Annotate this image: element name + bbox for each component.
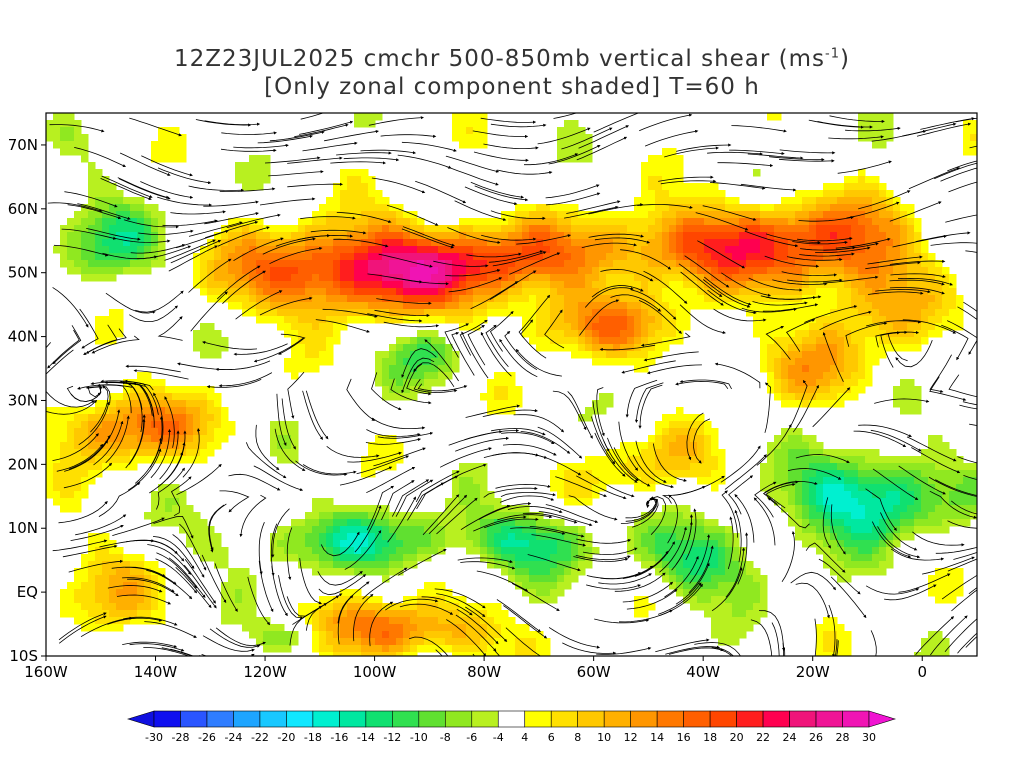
map-frame [45, 112, 978, 657]
colorbar: -30 -28 -26 -24 -22 -20 -18 -16 -14 -12 -10 -8 -6 -4 4… [126, 710, 897, 744]
latitude-axis: 70N 60N 50N 40N 30N 20N 10N EQ 10S [8, 136, 46, 665]
colorbar-swatch [789, 710, 817, 728]
lat-tick-label: 40N [8, 328, 38, 346]
colorbar-label: 14 [650, 731, 664, 744]
colorbar-label: -30 [145, 731, 163, 744]
colorbar-label: -18 [304, 731, 322, 744]
colorbar-swatch [471, 710, 499, 728]
lon-tick-label: 80W [467, 663, 501, 681]
colorbar-swatch [815, 710, 843, 728]
colorbar-label: -4 [493, 731, 504, 744]
streamlines [46, 113, 977, 656]
colorbar-swatch [418, 710, 446, 728]
chart-title: 12Z23JUL2025 cmchr 500-850mb vertical sh… [174, 46, 850, 72]
colorbar-label: -12 [383, 731, 401, 744]
colorbar-label: -22 [251, 731, 269, 744]
colorbar-swatch [180, 710, 208, 728]
lat-tick-label: EQ [17, 583, 38, 601]
lon-tick-label: 120W [243, 663, 287, 681]
colorbar-swatch [630, 710, 658, 728]
colorbar-swatch [259, 710, 287, 728]
colorbar-swatch [762, 710, 790, 728]
colorbar-label: -14 [357, 731, 375, 744]
colorbar-label: 12 [624, 731, 638, 744]
colorbar-label: 8 [574, 731, 581, 744]
colorbar-swatch [233, 710, 261, 728]
colorbar-label: -6 [466, 731, 477, 744]
colorbar-swatch [312, 710, 340, 728]
colorbar-label: 22 [756, 731, 770, 744]
colorbar-swatch [603, 710, 631, 728]
colorbar-label: 6 [548, 731, 555, 744]
longitude-axis: 160W 140W 120W 100W 80W 60W 40W 20W 0 [24, 656, 927, 681]
colorbar-swatch [365, 710, 393, 728]
lat-tick-label: 70N [8, 136, 38, 154]
colorbar-swatch [736, 710, 764, 728]
colorbar-label: 18 [703, 731, 717, 744]
colorbar-swatch [153, 710, 181, 728]
colorbar-label: 28 [836, 731, 850, 744]
colorbar-label: 10 [597, 731, 611, 744]
lon-tick-label: 0 [917, 663, 927, 681]
lat-tick-label: 50N [8, 264, 38, 282]
colorbar-label: -20 [277, 731, 295, 744]
colorbar-swatch [286, 710, 314, 728]
colorbar-label: -10 [410, 731, 428, 744]
lat-tick-label: 10S [9, 647, 38, 665]
colorbar-label: 16 [677, 731, 691, 744]
colorbar-high-arrow [868, 710, 897, 728]
colorbar-low-arrow [126, 710, 155, 728]
lon-tick-label: 20W [796, 663, 830, 681]
colorbar-swatch [656, 710, 684, 728]
colorbar-label: -26 [198, 731, 216, 744]
colorbar-swatch [577, 710, 605, 728]
colorbar-swatch [392, 710, 420, 728]
colorbar-label: -16 [330, 731, 348, 744]
colorbar-swatch [550, 710, 579, 728]
lat-tick-label: 20N [8, 455, 38, 473]
colorbar-label: 20 [730, 731, 744, 744]
lon-tick-label: 160W [24, 663, 68, 681]
lon-tick-label: 40W [686, 663, 720, 681]
colorbar-label: 30 [862, 731, 876, 744]
lon-tick-label: 140W [134, 663, 178, 681]
colorbar-swatch [339, 710, 367, 728]
colorbar-label: -28 [171, 731, 189, 744]
lon-tick-label: 100W [353, 663, 397, 681]
colorbar-label: -24 [224, 731, 242, 744]
chart-subtitle: [Only zonal component shaded] T=60 h [264, 74, 760, 100]
colorbar-swatch [497, 710, 526, 728]
lat-tick-label: 30N [8, 391, 38, 409]
colorbar-swatch [444, 710, 473, 728]
colorbar-swatch [524, 710, 552, 728]
colorbar-swatch [683, 710, 711, 728]
colorbar-swatch [842, 710, 870, 728]
colorbar-label: 26 [809, 731, 823, 744]
colorbar-swatch [206, 710, 234, 728]
colorbar-label: 24 [783, 731, 797, 744]
colorbar-label: 4 [521, 731, 528, 744]
lat-tick-label: 60N [8, 200, 38, 218]
lat-tick-label: 10N [8, 519, 38, 537]
colorbar-label: -8 [440, 731, 451, 744]
lon-tick-label: 60W [577, 663, 611, 681]
colorbar-swatch [709, 710, 737, 728]
